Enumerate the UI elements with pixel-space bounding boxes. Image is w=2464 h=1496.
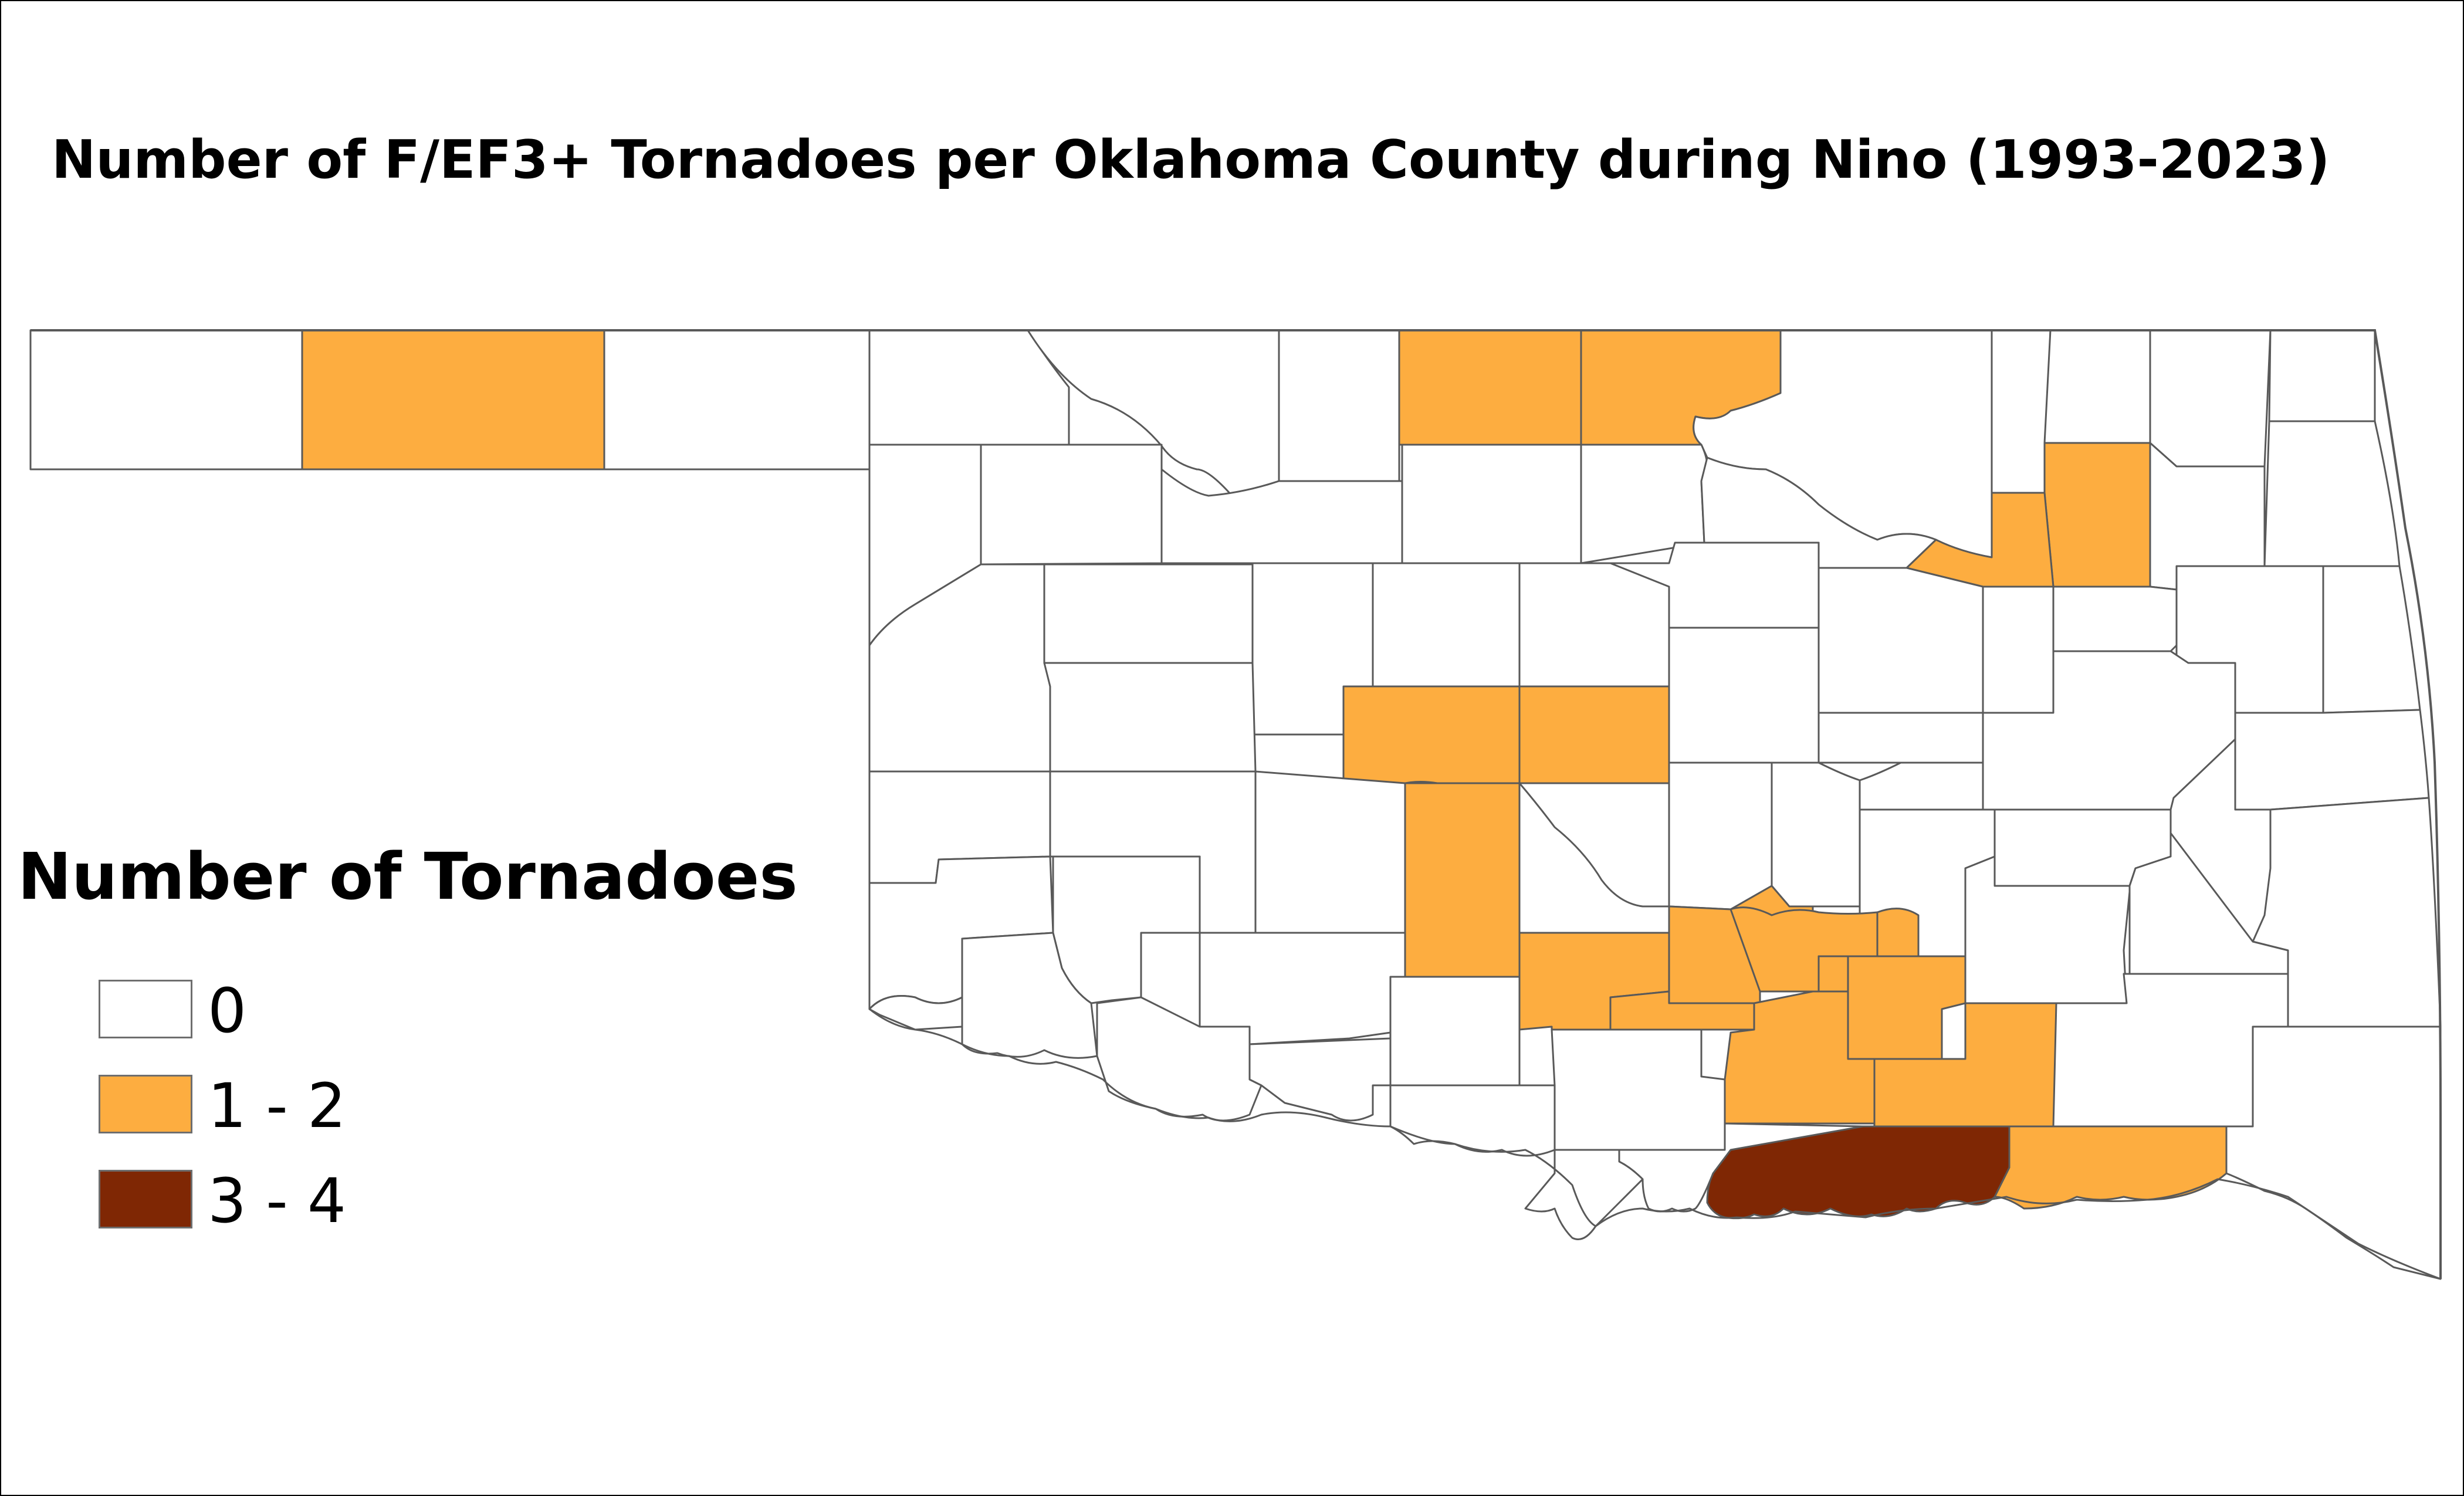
county-alfalfa [1278,329,1400,482]
county-woodward [980,444,1163,566]
county-cotton [1248,1037,1392,1122]
county-carter [1551,1028,1726,1151]
county-washington [1991,329,2052,494]
county-okmulgee [1817,712,1984,764]
county-seminole [1771,761,1861,908]
county-major [1160,468,1403,564]
county-dewey [1043,563,1254,664]
county-creek [1817,567,1984,714]
state-outline [31,329,2442,1279]
county-hughes [1729,906,1879,993]
county-texas [301,329,605,471]
county-wagoner [2052,585,2191,652]
county-cimarron [29,329,303,471]
county-rogers [2043,442,2151,588]
county-garfield [1401,444,1582,564]
county-custer [1043,662,1257,773]
legend-swatch-zero [99,980,192,1038]
county-caddo [1254,770,1406,934]
county-nowata [2043,329,2151,444]
county-craig [2149,329,2272,468]
county-canadian [1342,685,1521,787]
red-river-border [869,1008,2441,1280]
county-pottawatomie [1668,761,1773,911]
county-oklahoma [1518,685,1670,784]
county-choctaw [1993,1125,2228,1210]
county-delaware [2263,420,2401,567]
county-kingfisher [1372,562,1521,688]
county-jefferson [1389,1084,1556,1157]
county-lincoln [1668,627,1820,764]
legend-swatch-three-four [99,1170,192,1228]
legend-label-zero: 0 [208,975,247,1047]
legend-label-three-four: 3 - 4 [208,1165,346,1237]
county-grant [1398,329,1582,446]
county-beaver [603,329,871,471]
county-grady [1404,782,1521,978]
county-mccurtain [2225,1025,2442,1280]
county-ottawa [2268,329,2376,422]
county-pawnee [1700,456,1937,569]
county-stephens [1389,976,1521,1087]
county-tulsa [1905,492,2055,588]
county-kiowa [1052,855,1201,1004]
county-cleveland [1518,782,1670,934]
county-atoka [1847,955,1967,1060]
county-woods [1027,329,1280,497]
county-logan [1518,562,1670,688]
county-bryan [1706,1125,2011,1220]
map-title: Number of F/EF3+ Tornadoes per Oklahoma … [52,129,2330,191]
legend-swatch-one-two [99,1075,192,1133]
legend-label-one-two: 1 - 2 [208,1070,346,1142]
county-adair [2322,565,2421,714]
county-muskogee [1982,650,2236,811]
legend-title: Number of Tornadoes [18,839,798,914]
county-sequoyah [2234,709,2430,811]
